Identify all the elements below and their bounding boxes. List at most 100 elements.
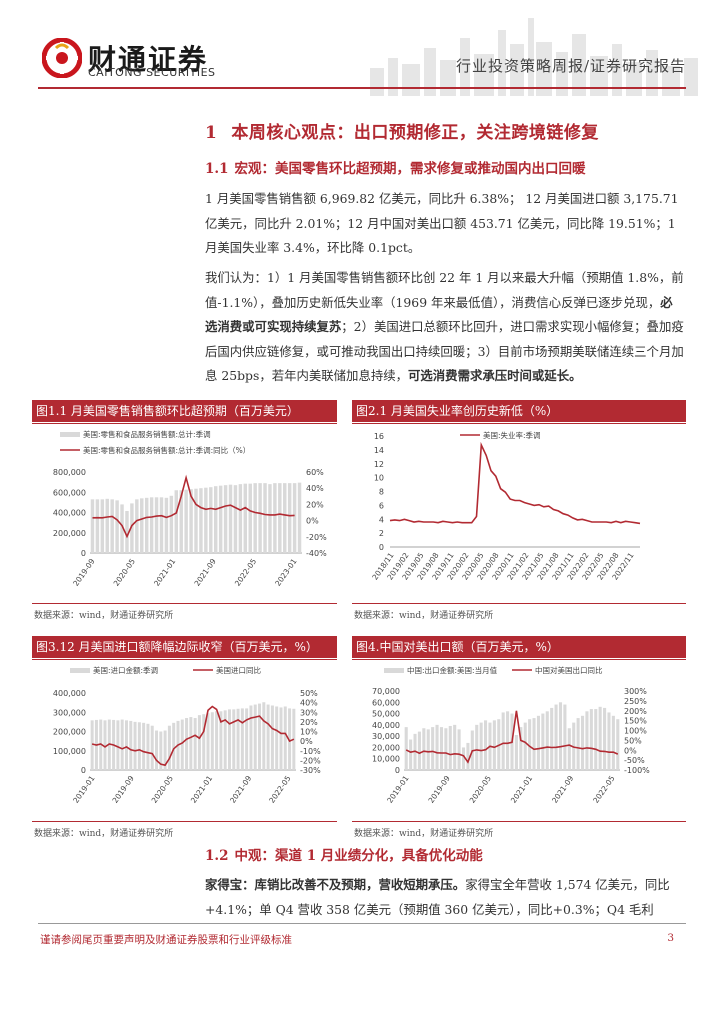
bar	[144, 497, 149, 553]
bar	[589, 709, 593, 770]
figure-title: 图1.1 月美国零售销售额环比超预期（百万美元）	[32, 400, 337, 422]
bar	[172, 722, 176, 770]
bar	[528, 719, 532, 770]
section-number: 1	[205, 123, 218, 143]
bar	[616, 719, 620, 770]
footer-divider	[38, 923, 686, 924]
section-title: 宏观：美国零售环比超预期，需求修复或推动国内出口回暖	[234, 161, 586, 177]
y-tick-label: 300,000	[53, 708, 86, 717]
bar	[164, 497, 169, 553]
x-tick-label: 2022-05	[233, 557, 258, 588]
paragraph-analysis: 我们认为：1）1 月美国零售销售额环比创 22 年 1 月以来最大升幅（预期值 …	[205, 266, 685, 389]
y-tick-label: 60,000	[372, 698, 400, 707]
document-type-label: 行业投资策略周报/证券研究报告	[455, 57, 686, 75]
y2-tick-label: 150%	[624, 717, 647, 726]
y-tick-label: 0	[395, 766, 400, 775]
bar	[258, 703, 262, 770]
text-run: 家得宝全年营收 1,574 亿美元，同比+4.1%；单 Q4 营收 358 亿美…	[205, 877, 670, 917]
bar	[223, 710, 227, 770]
bar	[532, 718, 536, 770]
bar	[580, 715, 585, 770]
bar	[287, 483, 292, 553]
bar	[506, 711, 510, 770]
bar	[594, 709, 598, 770]
bar	[228, 484, 233, 553]
bar	[288, 708, 292, 770]
bar	[585, 711, 589, 770]
bar	[567, 728, 571, 770]
chart-retail-sales: 美国:零售和食品服务销售额:总计:季调美国:零售和食品服务销售额:总计:季调:同…	[53, 429, 327, 588]
bar	[209, 487, 213, 553]
figure-title: 图4.中国对美出口额（百万美元，%）	[352, 636, 686, 658]
bar	[278, 483, 282, 553]
y-tick-label: 4	[379, 515, 384, 524]
bar	[110, 499, 114, 553]
bar	[130, 503, 134, 553]
bar	[523, 722, 527, 770]
y2-tick-label: 30%	[300, 708, 318, 717]
bar	[558, 702, 563, 770]
bar	[466, 742, 470, 770]
bar	[103, 720, 107, 770]
x-tick-label: 2020-05	[150, 774, 175, 805]
figure-divider	[32, 659, 337, 660]
figure-title: 图3.12 月美国进口额降幅边际收窄（百万美元，%）	[32, 636, 337, 658]
bar	[124, 720, 128, 770]
bar	[233, 485, 238, 553]
bar	[154, 497, 159, 553]
x-tick-label: 2021-01	[189, 774, 214, 805]
x-tick-label: 2019-01	[71, 774, 96, 805]
bar	[409, 739, 413, 770]
legend-swatch-bar	[60, 432, 80, 437]
legend-label: 美国进口同比	[216, 665, 261, 675]
y2-tick-label: 40%	[300, 699, 318, 708]
bar	[248, 483, 252, 553]
bar	[95, 499, 100, 553]
bar	[120, 719, 124, 770]
bar	[475, 724, 479, 770]
figure-source: 数据来源：wind，财通证券研究所	[354, 611, 494, 621]
bar	[116, 720, 120, 770]
legend-label: 美国:进口金额:季调	[93, 665, 158, 675]
bar	[180, 719, 184, 770]
bar	[210, 712, 214, 770]
x-tick-label: 2021-09	[192, 557, 217, 588]
y2-tick-label: 300%	[624, 687, 647, 696]
section-1-2-heading: 1.2 中观：渠道 1 月业绩分化，具备优化动能	[205, 844, 483, 864]
bar	[194, 488, 198, 553]
y2-tick-label: -40%	[306, 549, 327, 558]
y-tick-label: 6	[379, 501, 384, 510]
bar	[219, 711, 223, 770]
y-tick-label: 400,000	[53, 509, 86, 518]
y2-tick-label: -100%	[624, 766, 650, 775]
bar	[444, 728, 448, 770]
bar	[179, 490, 183, 553]
y2-tick-label: 0%	[306, 517, 319, 526]
figure-4: 图4.中国对美出口额（百万美元，%）	[352, 636, 686, 660]
bar	[297, 482, 302, 553]
y2-tick-label: 0%	[300, 737, 313, 746]
bar	[155, 730, 159, 770]
figure-source: 数据来源：wind，财通证券研究所	[34, 829, 174, 839]
figure-divider	[352, 603, 686, 604]
y2-tick-label: 0%	[624, 746, 637, 755]
section-number: 1.2	[205, 848, 229, 864]
y2-tick-label: 20%	[300, 718, 318, 727]
bar	[607, 712, 611, 770]
bar	[223, 485, 228, 553]
figure-title: 图2.1 月美国失业率创历史新低（%）	[352, 400, 686, 422]
y-tick-label: 40,000	[372, 721, 400, 730]
bar	[167, 725, 171, 770]
bar	[598, 706, 602, 770]
bar	[611, 715, 615, 770]
y2-tick-label: -10%	[300, 747, 321, 756]
figure-divider	[32, 423, 337, 424]
bar	[120, 504, 124, 553]
bar	[422, 728, 426, 770]
y-tick-label: 14	[374, 446, 384, 455]
page-number: 3	[667, 932, 674, 944]
x-tick-label: 2022-05	[267, 774, 292, 805]
figure-divider	[352, 423, 686, 424]
figure-divider	[32, 603, 337, 604]
bar	[426, 729, 430, 770]
